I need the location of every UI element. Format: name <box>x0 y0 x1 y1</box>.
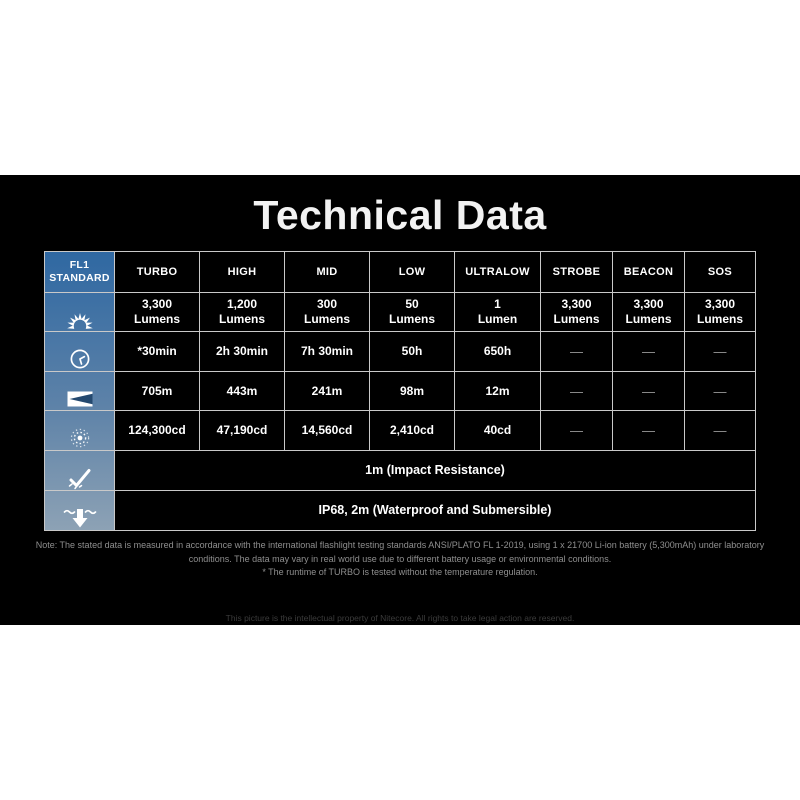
footnote-line: Note: The stated data is measured in acc… <box>35 540 765 550</box>
table-cell: — <box>540 410 613 451</box>
table-cell: 50 Lumens <box>369 292 455 332</box>
table-cell: 3,300 Lumens <box>540 292 613 332</box>
table-cell: — <box>612 371 685 411</box>
header-beacon: BEACON <box>612 251 685 293</box>
table-header-row: FL1 STANDARD TURBO HIGH MID LOW ULTRALOW… <box>44 251 756 293</box>
header-strobe: STROBE <box>540 251 613 293</box>
waterproof-icon <box>63 509 96 528</box>
table-cell: 47,190cd <box>199 410 285 451</box>
header-ultralow: ULTRALOW <box>454 251 541 293</box>
impact-resistance-row: 1m (Impact Resistance) <box>44 450 756 491</box>
brightness-icon <box>66 312 93 329</box>
table-cell: 7h 30min <box>284 331 370 372</box>
page-title: Technical Data <box>253 192 547 238</box>
table-cell: 98m <box>369 371 455 411</box>
header-sos: SOS <box>684 251 756 293</box>
table-cell: 241m <box>284 371 370 411</box>
impact-resistance-value: 1m (Impact Resistance) <box>114 450 756 491</box>
header-low: LOW <box>369 251 455 293</box>
table-cell: 124,300cd <box>114 410 200 451</box>
header-high: HIGH <box>199 251 285 293</box>
brightness-icon-cell <box>44 292 115 332</box>
table-cell: 705m <box>114 371 200 411</box>
peak-intensity-icon <box>70 428 89 448</box>
table-cell: 50h <box>369 331 455 372</box>
waterproof-row: IP68, 2m (Waterproof and Submersible) <box>44 490 756 531</box>
footnotes: Note: The stated data is measured in acc… <box>28 539 772 580</box>
beam-distance-icon-cell <box>44 371 115 411</box>
header-mid: MID <box>284 251 370 293</box>
runtime-row: *30min 2h 30min 7h 30min 50h 650h — — — <box>44 331 756 372</box>
table-cell: 2,410cd <box>369 410 455 451</box>
impact-resistance-icon <box>68 469 90 490</box>
runtime-icon <box>70 349 89 369</box>
table-cell: 1 Lumen <box>454 292 541 332</box>
table-cell: 650h <box>454 331 541 372</box>
table-cell: — <box>684 331 756 372</box>
brightness-row: 3,300 Lumens 1,200 Lumens 300 Lumens 50 … <box>44 292 756 332</box>
table-cell: 3,300 Lumens <box>612 292 685 332</box>
header-turbo: TURBO <box>114 251 200 293</box>
waterproof-icon-cell <box>44 490 115 531</box>
header-fl1-standard: FL1 STANDARD <box>44 251 115 293</box>
runtime-icon-cell <box>44 331 115 372</box>
table-cell: — <box>684 371 756 411</box>
table-cell: 443m <box>199 371 285 411</box>
waterproof-value: IP68, 2m (Waterproof and Submersible) <box>114 490 756 531</box>
impact-resistance-icon-cell <box>44 450 115 491</box>
table-cell: — <box>684 410 756 451</box>
footnote-line: conditions. The data may vary in real wo… <box>188 553 612 564</box>
table-cell: 1,200 Lumens <box>199 292 285 332</box>
table-cell: — <box>612 331 685 372</box>
beam-distance-icon <box>67 391 92 406</box>
table-cell: 300 Lumens <box>284 292 370 332</box>
beam-distance-row: 705m 443m 241m 98m 12m — — — <box>44 371 756 411</box>
table-cell: — <box>540 331 613 372</box>
table-cell: 3,300 Lumens <box>114 292 200 332</box>
table-cell: 2h 30min <box>199 331 285 372</box>
peak-intensity-row: 124,300cd 47,190cd 14,560cd 2,410cd 40cd… <box>44 410 756 451</box>
table-cell: *30min <box>114 331 200 372</box>
spec-table: FL1 STANDARD TURBO HIGH MID LOW ULTRALOW… <box>44 251 756 531</box>
technical-data-panel: Technical Data FL1 STANDARD TURBO HIGH M… <box>0 175 800 625</box>
table-cell: — <box>540 371 613 411</box>
table-cell: 40cd <box>454 410 541 451</box>
peak-intensity-icon-cell <box>44 410 115 451</box>
table-cell: — <box>612 410 685 451</box>
copyright-notice: This picture is the intellectual propert… <box>225 612 575 623</box>
table-cell: 14,560cd <box>284 410 370 451</box>
table-cell: 3,300 Lumens <box>684 292 756 332</box>
footnote-line: * The runtime of TURBO is tested without… <box>262 567 538 577</box>
table-cell: 12m <box>454 371 541 411</box>
